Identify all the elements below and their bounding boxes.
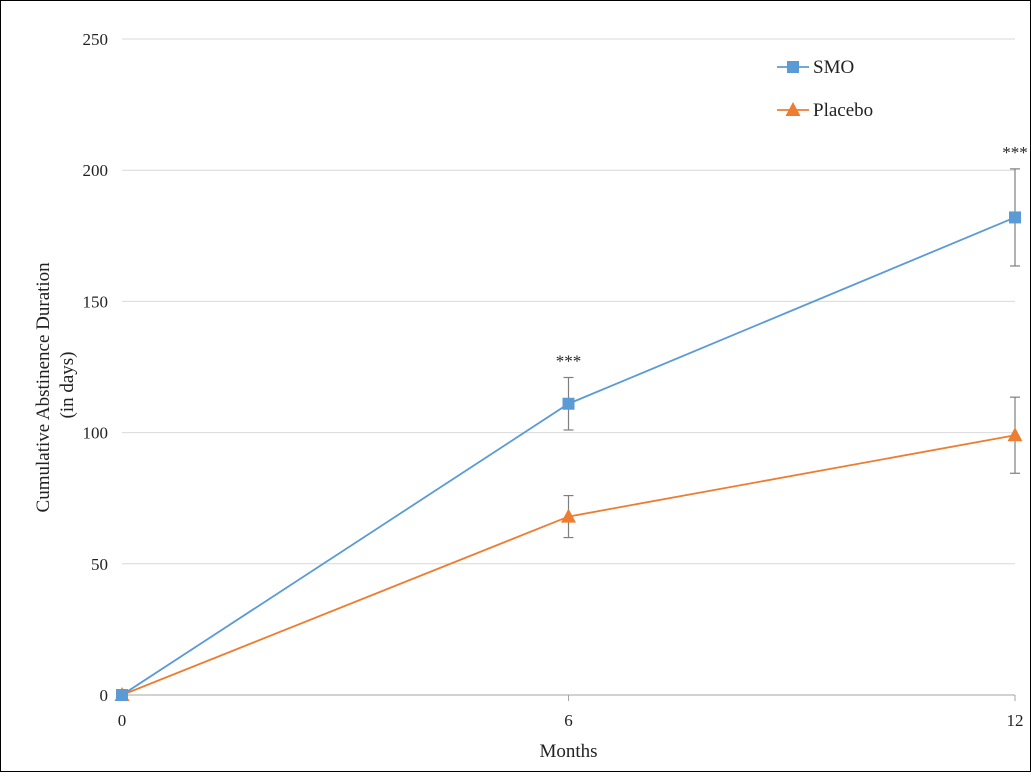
- series-line-smo: [121, 216, 1016, 696]
- x-tick-label: 12: [1007, 711, 1024, 730]
- y-tick-label: 150: [83, 292, 109, 311]
- x-axis-title: Months: [539, 741, 597, 762]
- axes: 0 50 100 150 200 250 0 6 12: [83, 30, 1024, 730]
- significance-label: ***: [1002, 143, 1028, 162]
- legend-marker-placebo: [785, 102, 801, 116]
- y-tick-label: 0: [100, 686, 109, 705]
- legend-label-smo: SMO: [813, 57, 854, 78]
- y-tick-label: 50: [91, 555, 108, 574]
- legend-item-smo: SMO: [777, 57, 854, 78]
- x-tick-label: 6: [564, 711, 573, 730]
- series-line-placebo: [121, 434, 1016, 696]
- series-placebo: [114, 396, 1023, 701]
- legend-label-placebo: Placebo: [813, 100, 873, 121]
- y-axis-title-line-1: Cumulative Abstinence Duration: [33, 262, 54, 513]
- y-axis-title-line-2: (in days): [57, 351, 78, 418]
- legend: SMO Placebo: [777, 57, 873, 121]
- data-point-smo: [116, 689, 128, 701]
- data-point-placebo: [561, 508, 576, 523]
- y-tick-label: 200: [83, 161, 109, 180]
- data-point-smo: [562, 397, 575, 410]
- y-tick-label: 100: [83, 424, 109, 443]
- significance-label: ***: [556, 351, 582, 370]
- legend-marker-smo: [787, 61, 799, 73]
- series: *** ***: [114, 143, 1028, 701]
- data-point-placebo: [1007, 427, 1023, 442]
- legend-item-placebo: Placebo: [777, 100, 873, 121]
- series-smo: *** ***: [116, 143, 1028, 701]
- y-tick-label: 250: [83, 30, 109, 49]
- y-axis-title: Cumulative Abstinence Duration (in days): [33, 258, 78, 513]
- gridlines: [122, 38, 1015, 565]
- data-point-smo: [1009, 211, 1021, 224]
- x-tick-label: 0: [118, 711, 127, 730]
